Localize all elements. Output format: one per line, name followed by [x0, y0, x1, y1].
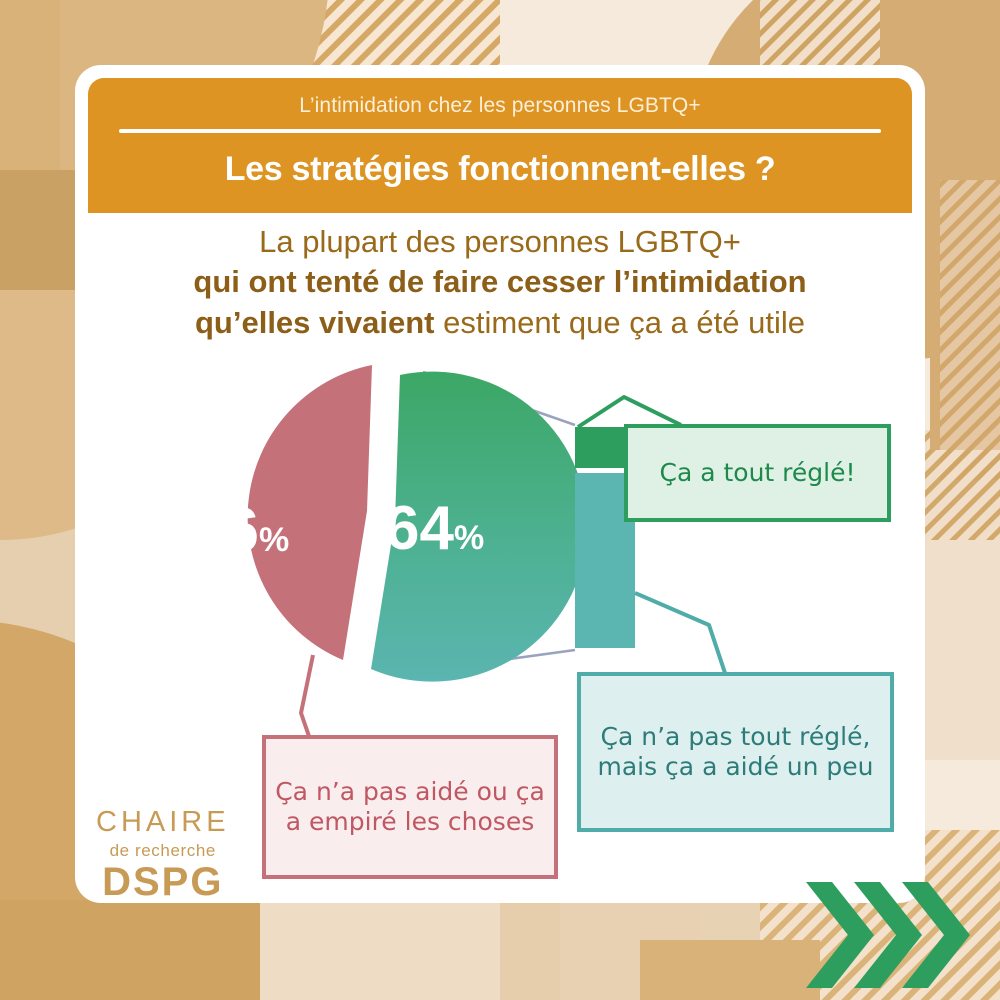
connector-teal — [634, 591, 727, 674]
pie-label-36: 36% — [190, 496, 290, 565]
chevron-arrows-decoration — [806, 882, 970, 988]
callout-aide-un-peu: Ça n’a pas tout réglé, mais ça a aidé un… — [577, 672, 894, 832]
subtitle-line-3-rest: estiment que ça a été utile — [434, 304, 805, 340]
subtitle-line-1: La plupart des personnes LGBTQ+ — [259, 224, 741, 259]
header-banner: L’intimidation chez les personnes LGBTQ+… — [88, 78, 912, 213]
pie-slice-64 — [371, 371, 588, 682]
logo-line-de-recherche: de recherche — [109, 841, 216, 860]
callout-na-pas-aide: Ça n’a pas aidé ou ça a empiré les chose… — [262, 735, 558, 879]
pie-slice-36 — [247, 365, 372, 660]
logo-line-dspg: DSPG — [102, 860, 224, 904]
callout-ca-a-tout-regle: Ça a tout réglé! — [624, 424, 891, 522]
chevron-icon — [806, 882, 874, 988]
connector-red — [299, 654, 379, 747]
logo-line-chaire: CHAIRE — [96, 806, 230, 838]
header-kicker: L’intimidation chez les personnes LGBTQ+ — [299, 94, 701, 117]
header-divider — [119, 129, 881, 133]
subtitle-line-2: qui ont tenté de faire cesser l’intimida… — [193, 264, 807, 300]
page-title: Les stratégies fonctionnent-elles ? — [224, 150, 776, 188]
chevron-icon — [854, 882, 922, 988]
subtitle-line-3-bold: qu’elles vivaient — [194, 304, 435, 340]
logo-chaire-dspg: CHAIRE de recherche DSPG — [96, 806, 230, 904]
chevron-icon — [902, 882, 970, 988]
pie-label-64: 64% — [385, 494, 485, 563]
connector-green — [576, 395, 682, 429]
subtitle-block: La plupart des personnes LGBTQ+ qui ont … — [88, 222, 912, 343]
